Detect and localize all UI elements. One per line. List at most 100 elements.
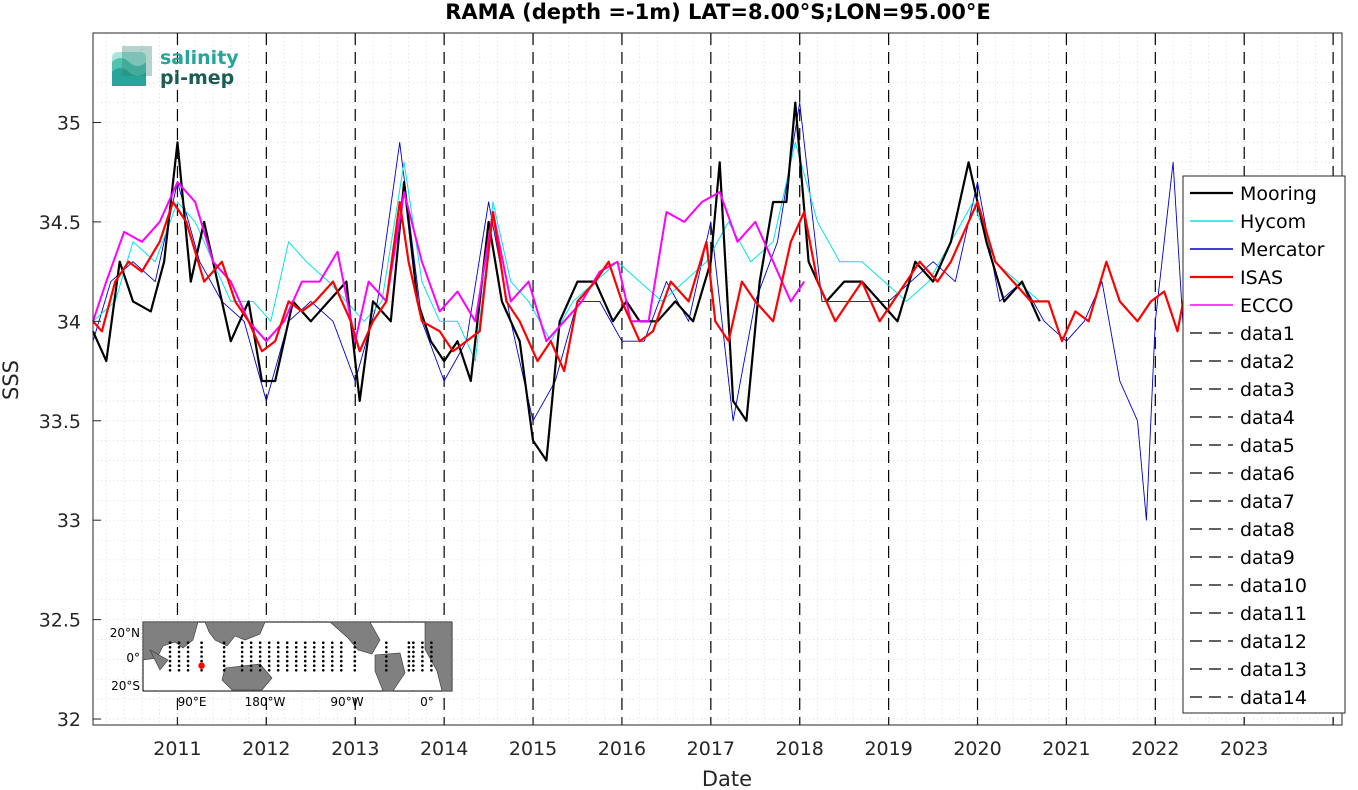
- inset-mooring-dot: [200, 669, 203, 672]
- map-lat-label: 20°N: [110, 626, 140, 640]
- inset-mooring-dot: [249, 655, 253, 658]
- inset-mooring-dot: [285, 664, 289, 667]
- x-tick-labels: 2011 2012 2013 2014 2015 2016 2017 2018 2019 2020…: [153, 717, 1268, 760]
- inset-mooring-dot: [258, 646, 262, 649]
- series-ISAS: [92, 200, 1192, 373]
- inset-mooring-dot: [330, 641, 334, 644]
- series-lines: [91, 101, 1192, 521]
- inset-mooring-dot: [240, 659, 244, 663]
- x-tick-label: 2012: [242, 738, 290, 760]
- inset-mooring-dot: [294, 659, 298, 663]
- inset-mooring-dot: [177, 646, 181, 649]
- inset-mooring-dot: [321, 659, 325, 663]
- inset-mooring-dot: [303, 664, 307, 667]
- inset-mooring-dot: [186, 650, 190, 654]
- inset-mooring-dot: [294, 669, 298, 672]
- inset-mooring-dot: [177, 669, 181, 672]
- inset-mooring-dot: [294, 664, 298, 667]
- inset-mooring-dot: [258, 641, 262, 644]
- series-Hycom: [92, 141, 1041, 362]
- inset-mooring-dot: [421, 641, 424, 644]
- inset-mooring-dot: [339, 669, 343, 672]
- inset-mooring-dot: [285, 646, 289, 649]
- inset-mooring-dot: [407, 669, 411, 672]
- inset-mooring-dot: [267, 650, 271, 654]
- x-tick-label: 2013: [331, 738, 379, 760]
- inset-mooring-dot: [421, 650, 424, 654]
- inset-mooring-dot: [321, 664, 325, 667]
- inset-mooring-dot: [222, 655, 226, 658]
- series-Mercator: [92, 102, 1187, 521]
- inset-mooring-dot: [294, 650, 298, 654]
- inset-mooring-dot: [222, 659, 226, 663]
- legend-label: data7: [1240, 491, 1295, 513]
- inset-mooring-dot: [339, 664, 343, 667]
- inset-mooring-dot: [267, 641, 271, 644]
- inset-mooring-dot: [258, 669, 262, 672]
- inset-mooring-dot: [312, 659, 316, 663]
- x-tick-label: 2022: [1131, 738, 1179, 760]
- inset-mooring-dot: [200, 650, 203, 654]
- dashed-year-lines: [176, 33, 1334, 725]
- inset-mooring-dot: [330, 664, 334, 667]
- y-tick-label: 33.5: [39, 411, 81, 433]
- inset-mooring-dot: [240, 669, 244, 672]
- inset-mooring-dot: [330, 669, 334, 672]
- inset-mooring-dot: [276, 655, 280, 658]
- y-axis-label: SSS: [0, 360, 23, 400]
- grid: [93, 33, 1342, 725]
- inset-mooring-dot: [407, 646, 411, 649]
- inset-mooring-dot: [177, 641, 181, 644]
- inset-mooring-dot: [385, 669, 388, 672]
- inset-mooring-dot: [430, 664, 433, 667]
- inset-mooring-dot: [285, 659, 289, 663]
- legend-label: data6: [1240, 463, 1295, 485]
- chart-title: RAMA (depth =-1m) LAT=8.00°S;LON=95.00°E: [445, 0, 991, 24]
- inset-mooring-dot: [353, 669, 357, 672]
- inset-mooring-dot: [249, 650, 253, 654]
- inset-mooring-dot: [200, 655, 203, 658]
- x-tick-label: 2021: [1042, 738, 1090, 760]
- inset-mooring-dot: [168, 669, 172, 672]
- inset-mooring-dot: [168, 659, 172, 663]
- inset-mooring-dot: [168, 655, 172, 658]
- legend-label: data8: [1240, 519, 1295, 541]
- legend-label: data3: [1240, 379, 1295, 401]
- inset-mooring-dot: [249, 646, 253, 649]
- inset-mooring-dot: [330, 646, 334, 649]
- inset-mooring-dot: [407, 650, 411, 654]
- salinity-pi-mep-logo: salinity pi-mep: [112, 46, 239, 89]
- x-tick-label: 2018: [776, 738, 824, 760]
- x-tick-label: 2019: [864, 738, 912, 760]
- inset-mooring-dot: [421, 659, 424, 663]
- map-lon-label: 90°E: [178, 695, 207, 709]
- map-lon-label: 180°W: [245, 695, 286, 709]
- inset-mooring-dot: [276, 659, 280, 663]
- inset-mooring-dot: [303, 650, 307, 654]
- inset-landmasses: [142, 621, 453, 692]
- inset-mooring-dot: [276, 641, 280, 644]
- legend-label: data4: [1240, 407, 1295, 429]
- inset-mooring-dot: [285, 655, 289, 658]
- inset-mooring-dot: [258, 659, 262, 663]
- inset-mooring-dot: [430, 646, 433, 649]
- inset-mooring-dot: [385, 655, 388, 658]
- inset-mooring-dot: [303, 669, 307, 672]
- inset-mooring-dot: [430, 641, 433, 644]
- inset-mooring-dot: [222, 669, 226, 672]
- map-lat-label: 0°: [126, 651, 140, 665]
- inset-mooring-dot: [412, 646, 415, 649]
- inset-mooring-dot: [276, 669, 280, 672]
- legend-label: data12: [1240, 631, 1307, 653]
- inset-mooring-dot: [412, 659, 415, 663]
- inset-mooring-dot: [303, 646, 307, 649]
- inset-mooring-dot: [412, 669, 415, 672]
- inset-mooring-dot: [353, 659, 357, 663]
- inset-mooring-dot: [430, 659, 433, 663]
- inset-mooring-dot: [168, 646, 172, 649]
- inset-mooring-dot: [421, 664, 424, 667]
- inset-mooring-dot: [200, 641, 203, 644]
- inset-mooring-dot: [186, 641, 190, 644]
- inset-mooring-dot: [200, 659, 203, 663]
